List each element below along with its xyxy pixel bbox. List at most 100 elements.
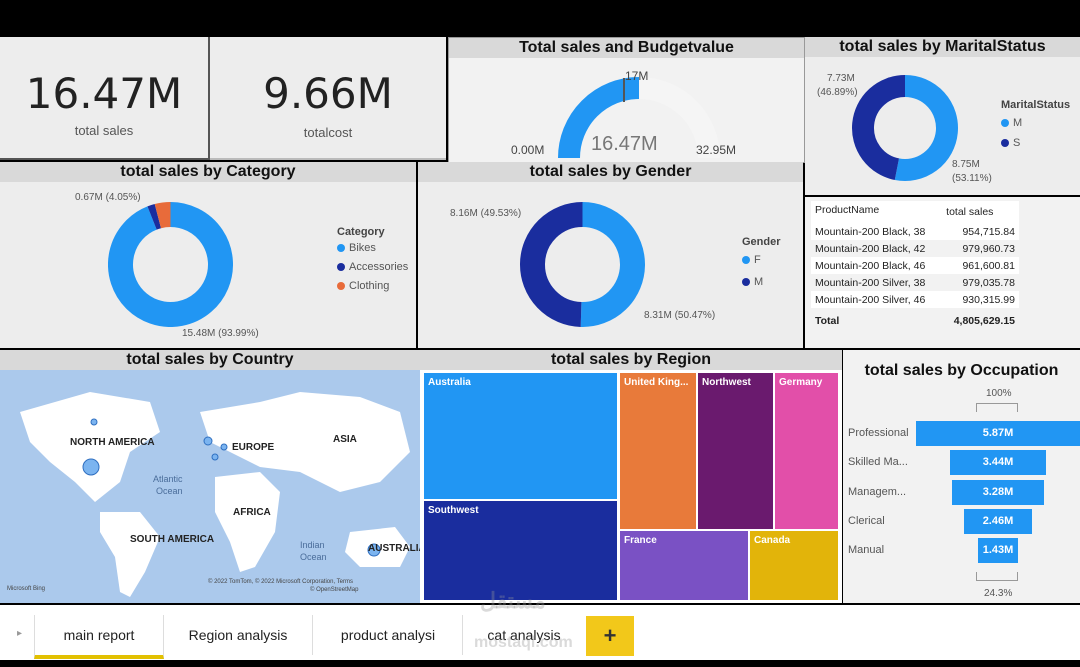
occupation-bottom-pct: 24.3%: [984, 588, 1013, 599]
world-map: [20, 392, 410, 597]
kpi-total-sales-card[interactable]: 16.47M total sales: [0, 37, 210, 160]
add-page-button[interactable]: +: [586, 616, 634, 656]
total-cost-value: 9.66M: [263, 69, 393, 118]
kpi-total-cost-card[interactable]: 9.66M totalcost: [210, 37, 446, 160]
legend-dot: [337, 244, 345, 252]
funnel-bar[interactable]: 1.43M: [978, 538, 1018, 564]
legend-dot: [742, 278, 750, 286]
category-legend-clothing: Clothing: [349, 280, 390, 292]
category-legend-bikes: Bikes: [349, 242, 376, 254]
funnel-bar[interactable]: 3.28M: [952, 479, 1044, 505]
map-label-atlantic-1: Atlantic: [153, 474, 183, 484]
tab-bar: [0, 605, 1080, 660]
occupation-panel[interactable]: [843, 350, 1080, 603]
gauge-value-label: 16.47M: [591, 133, 658, 155]
map-label-asia: ASIA: [333, 434, 357, 445]
category-title: total sales by Category: [0, 162, 416, 182]
marital-label-m-value: 8.75M: [952, 159, 980, 170]
legend-dot: [337, 263, 345, 271]
marital-legend-m: M: [1013, 117, 1023, 129]
map-label-sa: SOUTH AMERICA: [130, 534, 215, 545]
gauge-panel[interactable]: Total sales and Budgetvalue 17M 16.47M 0…: [448, 37, 805, 163]
gauge-title: Total sales and Budgetvalue: [449, 38, 804, 58]
map-label-atlantic-2: Ocean: [156, 486, 183, 496]
total-cost-label: totalcost: [303, 125, 353, 140]
funnel-bar[interactable]: 2.46M: [963, 508, 1033, 534]
category-label-clothing: 0.67M (4.05%): [75, 192, 141, 203]
map-bubble: [220, 443, 228, 451]
bing-logo: Microsoft Bing: [7, 586, 46, 592]
gauge-chart: [558, 77, 720, 159]
funnel-label: Professional: [848, 427, 909, 439]
donut-slice: [520, 202, 584, 327]
table-header: total sales: [946, 206, 994, 218]
tab-scroll-left[interactable]: ▸: [17, 628, 23, 639]
treemap-cell-southwest[interactable]: Southwest: [423, 500, 618, 601]
table-row[interactable]: Mountain-200 Silver, 46 930,315.99: [811, 291, 1019, 308]
treemap-cell-northwest[interactable]: Northwest: [697, 372, 774, 530]
map-label-na: NORTH AMERICA: [70, 437, 155, 448]
watermark-arabic: مستقل: [480, 588, 546, 613]
table-row[interactable]: Mountain-200 Silver, 38 979,035.78: [811, 274, 1019, 291]
product-table-panel[interactable]: ProductName total sales Mountain-200 Bla…: [805, 197, 1080, 348]
map-label-africa: AFRICA: [233, 507, 271, 518]
table-total-row: Total 4,805,629.15: [815, 314, 1015, 327]
treemap-cell-germany[interactable]: Germany: [774, 372, 839, 530]
marital-legend-s: S: [1013, 137, 1021, 149]
marital-panel[interactable]: total sales by MaritalStatus 7.73M (46.8…: [805, 37, 1080, 195]
gender-label-f: 8.31M (50.47%): [644, 310, 716, 321]
region-title: total sales by Region: [420, 350, 842, 370]
category-label-bikes: 15.48M (93.99%): [182, 328, 259, 339]
occupation-title: total sales by Occupation: [843, 361, 1080, 381]
tab-main-report[interactable]: main report: [34, 615, 164, 659]
eurasia-shape: [200, 392, 410, 492]
country-map-panel[interactable]: total sales by Country NORTH AMERICA EUR…: [0, 350, 420, 603]
category-legend-accessories: Accessories: [349, 261, 409, 273]
region-panel[interactable]: total sales by Region Australia Southwes…: [420, 350, 842, 603]
gender-title: total sales by Gender: [418, 162, 803, 182]
legend-dot: [337, 282, 345, 290]
gender-legend-f: F: [754, 254, 761, 266]
funnel-label: Clerical: [848, 514, 885, 527]
gauge-target-label: 17M: [625, 69, 649, 83]
gauge-fill: [558, 77, 640, 159]
gender-panel[interactable]: total sales by Gender 8.16M (49.53%) 8.3…: [418, 162, 803, 348]
occupation-top-pct: 100%: [986, 388, 1012, 399]
south-america-shape: [100, 512, 160, 597]
map-copyright-2: © OpenStreetMap: [310, 587, 359, 593]
category-donut: [108, 202, 233, 327]
table-row[interactable]: Mountain-200 Black, 38 954,715.84: [811, 223, 1019, 240]
table-header: ProductName: [815, 203, 880, 216]
legend-dot: [1001, 119, 1009, 127]
map-bubble: [367, 543, 381, 557]
treemap-cell-australia[interactable]: Australia: [423, 372, 618, 500]
total-sales-value: 16.47M: [25, 69, 183, 118]
product-table: ProductName total sales Mountain-200 Bla…: [811, 201, 1019, 329]
treemap-cell-france[interactable]: France: [619, 530, 749, 601]
map-bubble: [211, 453, 219, 461]
africa-shape: [215, 472, 280, 572]
north-america-shape: [20, 392, 160, 502]
tab-region-analysis[interactable]: Region analysis: [164, 615, 313, 655]
table-row[interactable]: Mountain-200 Black, 46 961,600.81: [811, 257, 1019, 274]
tab-product-analysis[interactable]: product analysi: [314, 615, 463, 655]
donut-slice: [154, 202, 171, 229]
watermark-latin: mostaql.com: [474, 634, 573, 651]
funnel-bar[interactable]: 3.44M: [949, 450, 1047, 476]
gender-legend: Gender F M: [742, 236, 781, 288]
funnel-label: Skilled Ma...: [848, 456, 908, 469]
category-legend: Category Bikes Accessories Clothing: [337, 226, 408, 292]
gender-donut: [520, 202, 645, 327]
treemap-cell-canada[interactable]: Canada: [749, 530, 839, 601]
category-panel[interactable]: total sales by Category 0.67M (4.05%) 15…: [0, 162, 416, 348]
marital-label-m-pct: (53.11%): [952, 173, 992, 184]
legend-dot: [1001, 139, 1009, 147]
gender-legend-title: Gender: [742, 236, 781, 248]
map-label-indian-1: Indian: [300, 540, 325, 550]
table-row[interactable]: Mountain-200 Black, 42 979,960.73: [811, 240, 1019, 257]
tab-cat-analysis[interactable]: cat analysis: [487, 627, 561, 643]
funnel-bar[interactable]: 5.87M: [916, 421, 1080, 446]
treemap-cell-united-kingdom[interactable]: United King...: [619, 372, 697, 530]
marital-donut: [852, 75, 958, 181]
